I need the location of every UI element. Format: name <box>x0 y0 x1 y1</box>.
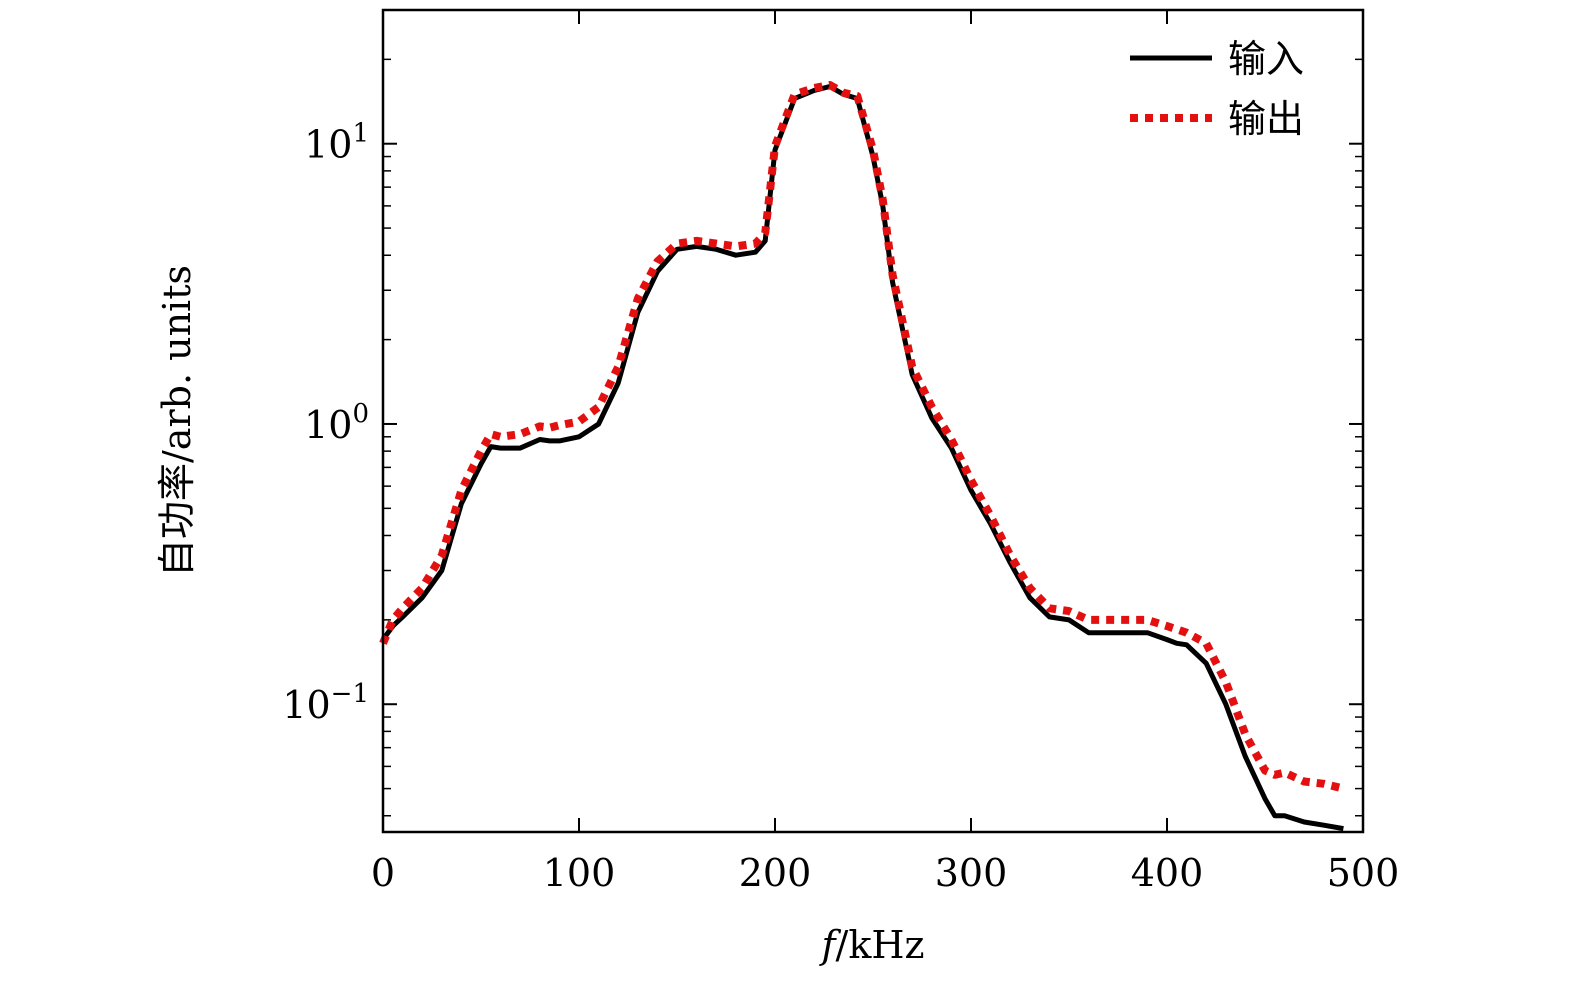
series-line-output <box>379 81 1345 793</box>
legend-label-input: 输入 <box>1228 37 1304 81</box>
y-tick-label: 100 <box>304 399 369 447</box>
y-tick-label: 101 <box>304 119 369 167</box>
x-tick-label: 0 <box>371 851 395 895</box>
y-axis-label: 自功率/arb. units <box>155 265 199 577</box>
y-tick-label: 10−1 <box>282 679 369 727</box>
legend-label-output: 输出 <box>1228 97 1304 141</box>
x-tick-label: 300 <box>935 851 1008 895</box>
x-tick-label: 400 <box>1131 851 1204 895</box>
plot-frame <box>381 8 1365 834</box>
x-tick-label: 500 <box>1327 851 1400 895</box>
x-axis-label: f/kHz <box>818 923 924 967</box>
y-axis: 10−1 100 101 <box>282 9 1363 817</box>
series-line-input <box>380 84 1344 832</box>
x-tick-label: 100 <box>543 851 616 895</box>
x-axis: 0 100 200 300 400 500 <box>371 10 1399 895</box>
legend: 输入 输出 <box>1130 37 1304 141</box>
series-layer <box>379 81 1345 832</box>
x-tick-label: 200 <box>739 851 812 895</box>
